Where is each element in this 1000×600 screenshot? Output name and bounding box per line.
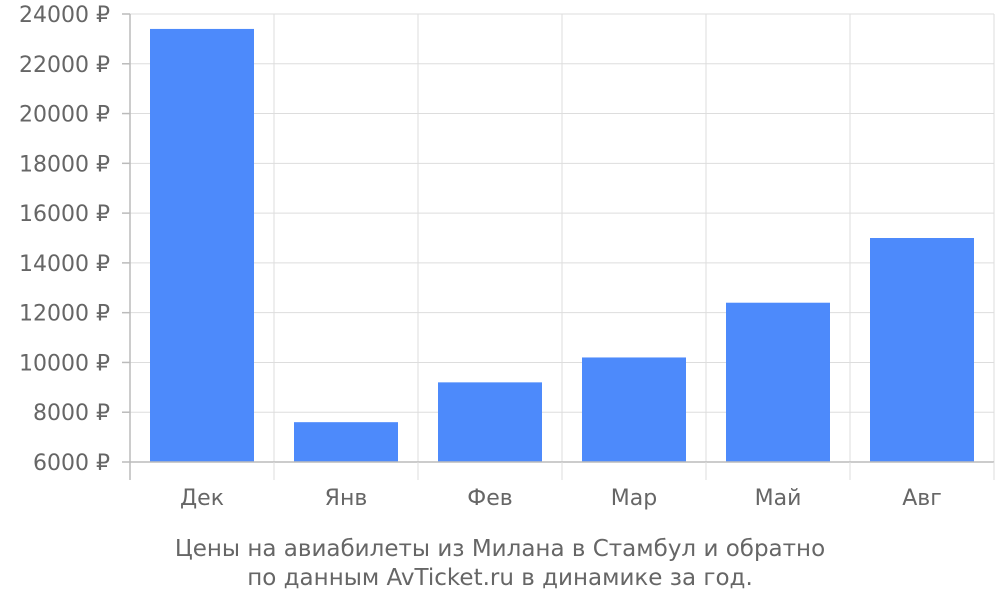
bar-4: [582, 357, 686, 462]
x-tick-label: Авг: [902, 486, 942, 511]
y-tick-label: 10000 ₽: [19, 351, 110, 376]
bar-2: [294, 422, 398, 462]
y-axis-ticks: 6000 ₽ 8000 ₽ 10000 ₽ 12000 ₽ 14000 ₽ 16000 ₽…: [19, 3, 130, 476]
x-axis-ticks: Дек Янв Фев Мар Май Авг: [180, 462, 995, 511]
y-tick-label: 22000 ₽: [19, 53, 110, 78]
y-tick-label: 20000 ₽: [19, 103, 110, 128]
x-tick-label: Мар: [611, 486, 657, 511]
bars: [150, 28, 974, 463]
bar-5: [726, 302, 830, 462]
x-tick-label: Май: [755, 486, 802, 511]
x-tick-label: Дек: [180, 486, 224, 511]
y-tick-label: 14000 ₽: [19, 252, 110, 277]
bar-1: [150, 28, 254, 463]
bar-3: [438, 382, 542, 462]
y-tick-label: 8000 ₽: [33, 401, 110, 426]
chart-caption-line-1: Цены на авиабилеты из Милана в Стамбул и…: [175, 536, 825, 562]
bar-6: [870, 238, 974, 462]
x-tick-label: Фев: [467, 486, 512, 511]
grid: [130, 13, 995, 463]
y-tick-label: 6000 ₽: [33, 451, 110, 476]
y-tick-label: 18000 ₽: [19, 152, 110, 177]
y-tick-label: 24000 ₽: [19, 3, 110, 28]
y-tick-label: 12000 ₽: [19, 302, 110, 327]
y-tick-label: 16000 ₽: [19, 202, 110, 227]
x-tick-label: Янв: [325, 486, 368, 511]
chart-caption-line-2: по данным AvTicket.ru в динамике за год.: [247, 565, 753, 591]
